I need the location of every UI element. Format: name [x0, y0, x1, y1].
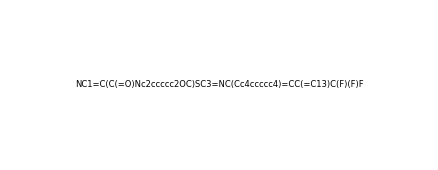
Text: NC1=C(C(=O)Nc2ccccc2OC)SC3=NC(Cc4ccccc4)=CC(=C13)C(F)(F)F: NC1=C(C(=O)Nc2ccccc2OC)SC3=NC(Cc4ccccc4)…: [75, 81, 363, 89]
